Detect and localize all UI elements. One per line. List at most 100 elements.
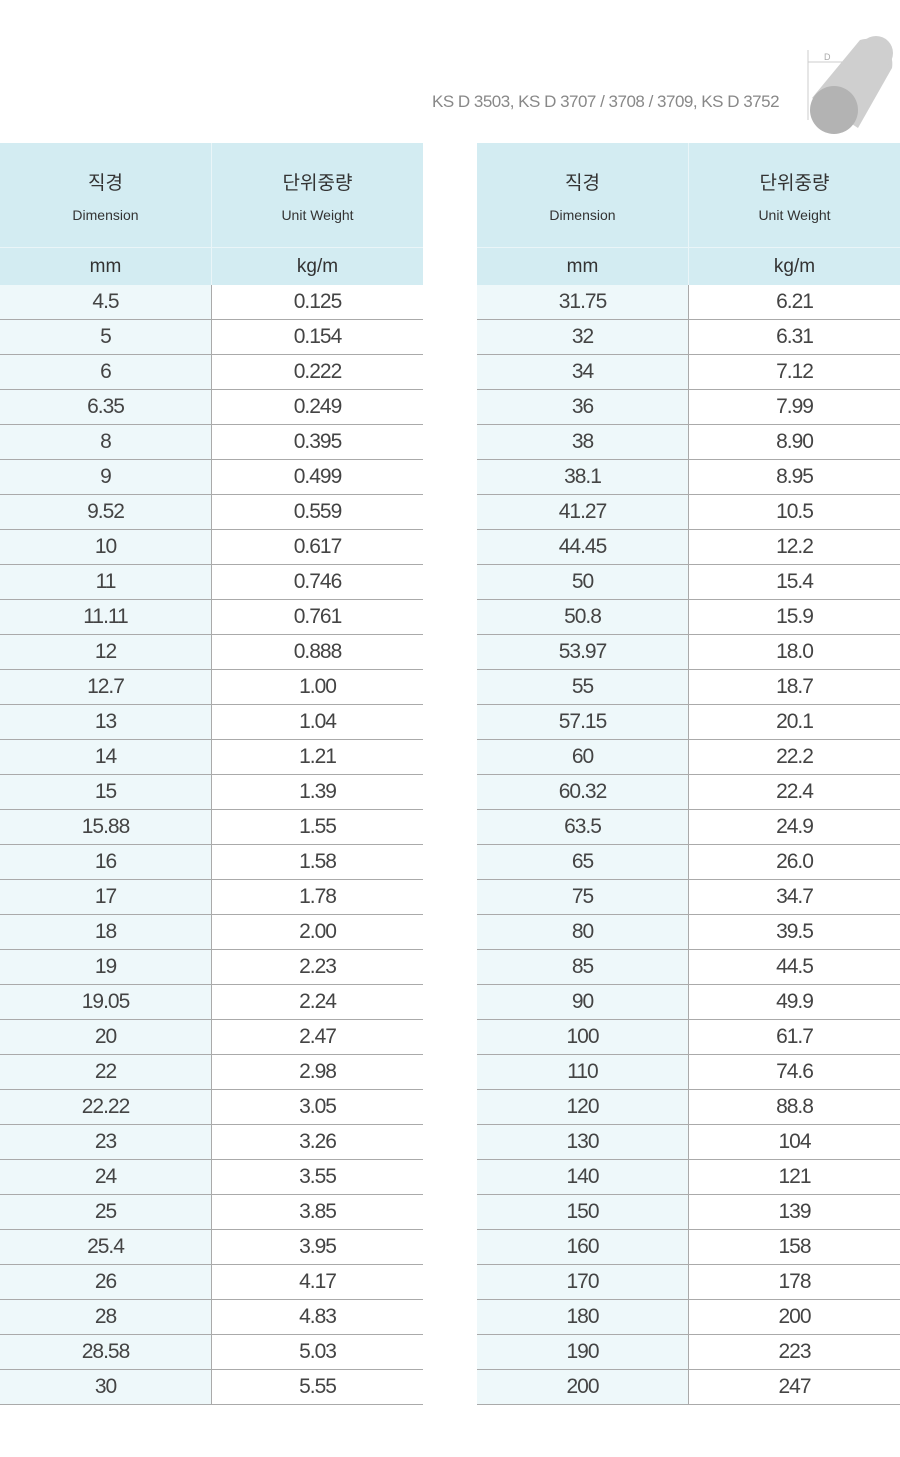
table-row: 53.97 18.0	[477, 634, 900, 670]
dimension-cell: 8	[0, 424, 212, 460]
weight-cell: 4.83	[211, 1299, 423, 1335]
table-row: 4.5 0.125	[0, 285, 423, 320]
dimension-cell: 75	[477, 879, 689, 915]
table-row: 31.75 6.21	[477, 285, 900, 320]
table-row: 12 0.888	[0, 634, 423, 670]
weight-cell: 61.7	[688, 1019, 900, 1055]
table-row: 9 0.499	[0, 459, 423, 495]
table-row: 15.88 1.55	[0, 809, 423, 845]
weight-cell: 0.395	[211, 424, 423, 460]
table-row: 15 1.39	[0, 774, 423, 810]
weight-cell: 20.1	[688, 704, 900, 740]
weight-cell: 5.55	[211, 1369, 423, 1405]
table-row: 120 88.8	[477, 1089, 900, 1125]
standard-label: KS D 3503, KS D 3707 / 3708 / 3709, KS D…	[432, 92, 780, 111]
table-row: 24 3.55	[0, 1159, 423, 1195]
dimension-cell: 110	[477, 1054, 689, 1090]
weight-cell: 3.05	[211, 1089, 423, 1125]
table-row: 170 178	[477, 1264, 900, 1300]
weight-cell: 12.2	[688, 529, 900, 565]
dimension-cell: 25	[0, 1194, 212, 1230]
dimension-cell: 26	[0, 1264, 212, 1300]
table-row: 80 39.5	[477, 914, 900, 950]
dimension-cell: 65	[477, 844, 689, 880]
dimension-unit: mm	[0, 247, 212, 285]
weight-cell: 223	[688, 1334, 900, 1370]
table-row: 44.45 12.2	[477, 529, 900, 565]
weight-table-left: 직경 Dimension 단위중량 Unit Weight mm kg/m 4.5 0…	[0, 143, 423, 1405]
table-row: 11 0.746	[0, 564, 423, 600]
weight-cell: 2.98	[211, 1054, 423, 1090]
table-row: 6.35 0.249	[0, 389, 423, 425]
table-row: 60 22.2	[477, 739, 900, 775]
weight-cell: 4.17	[211, 1264, 423, 1300]
table-row: 16 1.58	[0, 844, 423, 880]
table-row: 38 8.90	[477, 424, 900, 460]
weight-cell: 1.39	[211, 774, 423, 810]
dimension-cell: 32	[477, 319, 689, 355]
weight-cell: 1.00	[211, 669, 423, 705]
weight-cell: 22.2	[688, 739, 900, 775]
dimension-cell: 50	[477, 564, 689, 600]
weight-cell: 1.21	[211, 739, 423, 775]
weight-cell: 34.7	[688, 879, 900, 915]
table-row: 50.8 15.9	[477, 599, 900, 635]
dimension-cell: 22.22	[0, 1089, 212, 1125]
dimension-cell: 90	[477, 984, 689, 1020]
weight-unit: kg/m	[688, 247, 900, 285]
table-row: 50 15.4	[477, 564, 900, 600]
weight-cell: 1.55	[211, 809, 423, 845]
dimension-cell: 38.1	[477, 459, 689, 495]
dimension-cell: 31.75	[477, 285, 689, 320]
weight-cell: 1.04	[211, 704, 423, 740]
weight-cell: 5.03	[211, 1334, 423, 1370]
dimension-cell: 11.11	[0, 599, 212, 635]
weight-cell: 104	[688, 1124, 900, 1160]
dimension-cell: 23	[0, 1124, 212, 1160]
table-row: 13 1.04	[0, 704, 423, 740]
dimension-cell: 5	[0, 319, 212, 355]
dimension-cell: 16	[0, 844, 212, 880]
dimension-header: 직경 Dimension	[477, 143, 689, 248]
dimension-cell: 41.27	[477, 494, 689, 530]
weight-cell: 15.4	[688, 564, 900, 600]
dimension-cell: 9.52	[0, 494, 212, 530]
weight-cell: 158	[688, 1229, 900, 1265]
table-row: 14 1.21	[0, 739, 423, 775]
table-row: 19.05 2.24	[0, 984, 423, 1020]
weight-cell: 18.0	[688, 634, 900, 670]
weight-cell: 178	[688, 1264, 900, 1300]
weight-cell: 2.24	[211, 984, 423, 1020]
table-row: 75 34.7	[477, 879, 900, 915]
weight-header: 단위중량 Unit Weight	[688, 143, 900, 248]
table-row: 65 26.0	[477, 844, 900, 880]
weight-cell: 2.47	[211, 1019, 423, 1055]
weight-cell: 3.26	[211, 1124, 423, 1160]
dimension-cell: 14	[0, 739, 212, 775]
dimension-cell: 28.58	[0, 1334, 212, 1370]
weight-cell: 1.58	[211, 844, 423, 880]
dimension-cell: 50.8	[477, 599, 689, 635]
dimension-cell: 60.32	[477, 774, 689, 810]
table-row: 41.27 10.5	[477, 494, 900, 530]
dimension-header: 직경 Dimension	[0, 143, 212, 248]
table-row: 130 104	[477, 1124, 900, 1160]
weight-cell: 0.222	[211, 354, 423, 390]
table-row: 26 4.17	[0, 1264, 423, 1300]
weight-cell: 22.4	[688, 774, 900, 810]
table-row: 32 6.31	[477, 319, 900, 355]
table-row: 30 5.55	[0, 1369, 423, 1405]
table-row: 22 2.98	[0, 1054, 423, 1090]
weight-cell: 3.85	[211, 1194, 423, 1230]
table-row: 36 7.99	[477, 389, 900, 425]
table-row: 25 3.85	[0, 1194, 423, 1230]
weight-cell: 0.125	[211, 285, 423, 320]
dimension-cell: 20	[0, 1019, 212, 1055]
dimension-cell: 6	[0, 354, 212, 390]
dimension-cell: 30	[0, 1369, 212, 1405]
dimension-cell: 80	[477, 914, 689, 950]
dimension-cell: 150	[477, 1194, 689, 1230]
table-row: 28 4.83	[0, 1299, 423, 1335]
dimension-cell: 36	[477, 389, 689, 425]
dimension-cell: 13	[0, 704, 212, 740]
